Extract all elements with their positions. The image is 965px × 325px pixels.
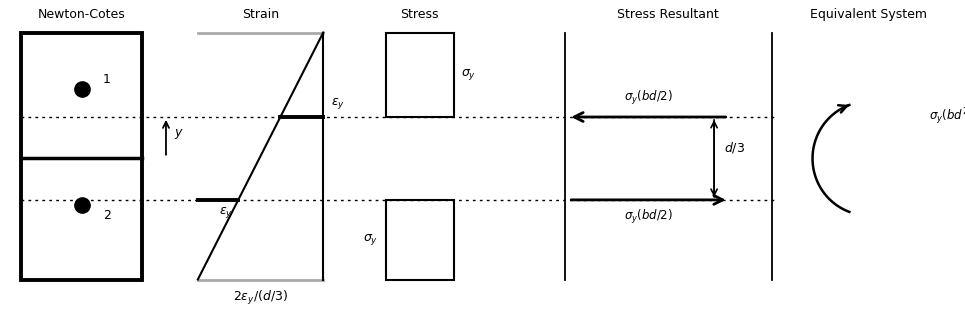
Text: $2\varepsilon_y/(d/3)$: $2\varepsilon_y/(d/3)$ <box>233 289 289 307</box>
Text: Stress: Stress <box>400 8 439 21</box>
Text: Strain: Strain <box>242 8 279 21</box>
Text: $\sigma_y(bd/2)$: $\sigma_y(bd/2)$ <box>624 89 673 107</box>
Text: $y$: $y$ <box>174 127 183 141</box>
Text: Stress Resultant: Stress Resultant <box>618 8 719 21</box>
Bar <box>386 200 454 280</box>
Text: $\sigma_y(bd/2)$: $\sigma_y(bd/2)$ <box>624 208 673 226</box>
Text: 2: 2 <box>102 209 111 222</box>
Bar <box>386 32 454 117</box>
Text: $\sigma_y(bd^2/6)$: $\sigma_y(bd^2/6)$ <box>929 107 965 127</box>
Text: $\varepsilon_y$: $\varepsilon_y$ <box>331 96 345 111</box>
Text: $\varepsilon_y$: $\varepsilon_y$ <box>219 205 234 220</box>
Text: Newton-Cotes: Newton-Cotes <box>38 8 125 21</box>
Text: 1: 1 <box>102 73 111 86</box>
Text: $d/3$: $d/3$ <box>724 140 745 155</box>
Text: $\sigma_y$: $\sigma_y$ <box>363 232 378 247</box>
Text: Equivalent System: Equivalent System <box>810 8 927 21</box>
Bar <box>21 32 142 280</box>
Text: $\sigma_y$: $\sigma_y$ <box>461 67 477 82</box>
